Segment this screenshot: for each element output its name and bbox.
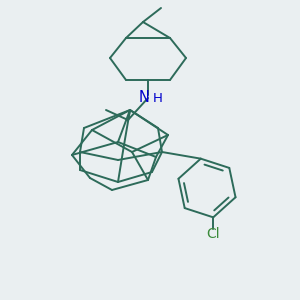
Text: Cl: Cl	[206, 227, 220, 241]
Text: N: N	[139, 91, 149, 106]
Text: H: H	[153, 92, 163, 104]
